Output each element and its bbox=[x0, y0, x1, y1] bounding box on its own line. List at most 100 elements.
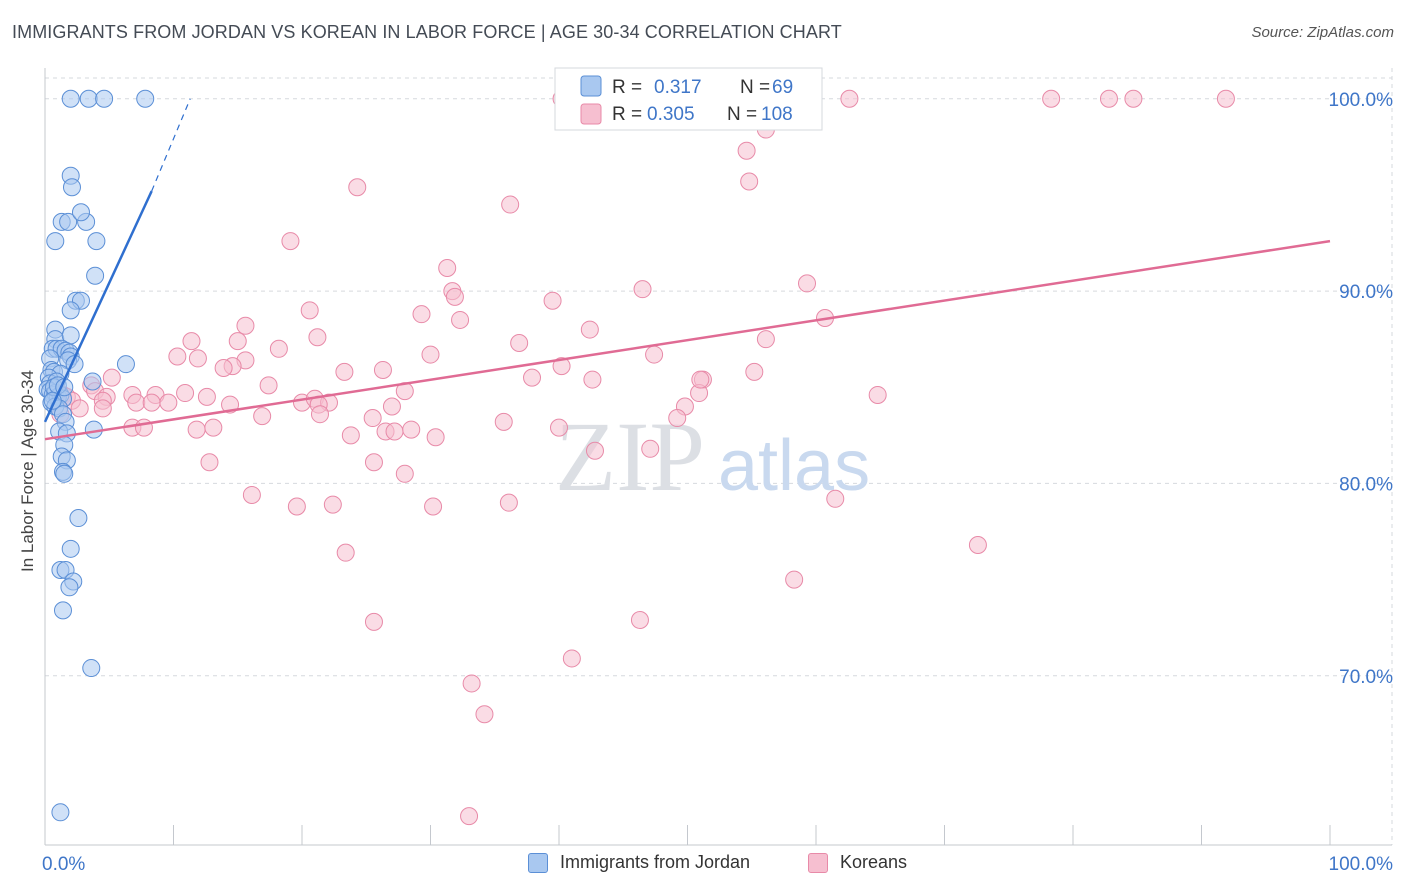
point-jordan bbox=[71, 203, 90, 222]
point-jordan bbox=[59, 212, 78, 231]
point-koreans bbox=[341, 426, 360, 445]
point-koreans bbox=[412, 305, 431, 324]
point-koreans bbox=[308, 328, 327, 347]
y-tick-label: 100.0% bbox=[1329, 90, 1394, 111]
point-koreans bbox=[445, 287, 464, 306]
point-koreans bbox=[451, 310, 470, 329]
point-koreans bbox=[402, 420, 421, 439]
point-koreans bbox=[523, 368, 542, 387]
point-koreans bbox=[364, 612, 383, 631]
point-koreans bbox=[583, 370, 602, 389]
legend-n-label: N = bbox=[727, 104, 757, 125]
point-koreans bbox=[438, 259, 457, 278]
watermark: ZIP atlas bbox=[555, 401, 870, 512]
tick-labels: 70.0% 80.0% 90.0% 100.0% 0.0% 100.0% bbox=[42, 90, 1393, 875]
point-jordan bbox=[53, 601, 72, 620]
point-koreans bbox=[543, 291, 562, 310]
point-koreans bbox=[462, 674, 481, 693]
point-jordan bbox=[87, 232, 106, 251]
point-jordan bbox=[51, 803, 70, 822]
point-koreans bbox=[633, 280, 652, 299]
point-koreans bbox=[585, 441, 604, 460]
point-koreans bbox=[259, 376, 278, 395]
point-koreans bbox=[323, 495, 342, 514]
point-jordan bbox=[62, 178, 81, 197]
point-jordan bbox=[46, 232, 65, 251]
legend-swatch-jordan bbox=[528, 852, 548, 873]
point-jordan bbox=[95, 89, 114, 108]
legend-bottom: Immigrants from Jordan Koreans bbox=[0, 852, 1406, 878]
chart-title: IMMIGRANTS FROM JORDAN VS KOREAN IN LABO… bbox=[12, 22, 842, 42]
point-koreans bbox=[127, 393, 146, 412]
point-koreans bbox=[550, 418, 568, 437]
point-koreans bbox=[336, 543, 355, 562]
legend-r-value: 0.317 bbox=[654, 77, 702, 98]
point-koreans bbox=[197, 387, 216, 406]
point-koreans bbox=[645, 345, 664, 364]
point-koreans bbox=[134, 418, 153, 437]
point-koreans bbox=[426, 428, 445, 447]
point-koreans bbox=[1099, 89, 1118, 108]
point-koreans bbox=[287, 497, 306, 516]
point-jordan bbox=[86, 266, 105, 285]
point-koreans bbox=[737, 141, 756, 160]
legend-swatch-jordan bbox=[580, 75, 602, 97]
point-koreans bbox=[630, 610, 649, 629]
point-koreans bbox=[228, 332, 247, 351]
watermark-atlas: atlas bbox=[718, 426, 870, 506]
point-koreans bbox=[756, 330, 775, 349]
point-jordan bbox=[60, 578, 79, 597]
point-koreans bbox=[159, 393, 178, 412]
legend-n-label: N = bbox=[740, 77, 770, 98]
legend-label-koreans: Koreans bbox=[840, 852, 908, 872]
point-koreans bbox=[510, 334, 529, 353]
point-koreans bbox=[1216, 89, 1235, 108]
point-jordan bbox=[82, 659, 101, 678]
point-koreans bbox=[348, 178, 367, 197]
point-koreans bbox=[385, 422, 404, 441]
point-koreans bbox=[798, 274, 817, 293]
point-koreans bbox=[668, 409, 687, 428]
point-koreans bbox=[580, 320, 599, 339]
point-koreans bbox=[242, 485, 261, 504]
legend-item-jordan[interactable]: Immigrants from Jordan bbox=[528, 852, 750, 873]
point-koreans bbox=[142, 393, 161, 412]
point-koreans bbox=[188, 349, 207, 368]
point-koreans bbox=[373, 360, 392, 379]
point-jordan bbox=[61, 89, 80, 108]
legend-top: R = 0.317 N = 69 R = 0.305 N = 108 bbox=[554, 67, 823, 131]
point-koreans bbox=[501, 195, 520, 214]
point-jordan bbox=[79, 89, 98, 108]
point-koreans bbox=[552, 357, 571, 376]
y-tick-label: 90.0% bbox=[1339, 282, 1393, 303]
series-jordan bbox=[38, 89, 155, 822]
point-koreans bbox=[382, 397, 401, 416]
point-koreans bbox=[740, 172, 759, 191]
point-jordan bbox=[136, 89, 155, 108]
point-koreans bbox=[300, 301, 319, 320]
legend-r-value: 0.305 bbox=[647, 104, 695, 125]
point-koreans bbox=[1042, 89, 1061, 108]
point-koreans bbox=[1124, 89, 1143, 108]
point-koreans bbox=[421, 345, 440, 364]
point-koreans bbox=[475, 705, 494, 724]
point-koreans bbox=[93, 399, 112, 418]
legend-r-label: R = bbox=[612, 104, 642, 125]
y-tick-label: 80.0% bbox=[1339, 474, 1393, 495]
trend-line-jordan-extension bbox=[151, 98, 191, 192]
point-koreans bbox=[460, 807, 479, 826]
point-koreans bbox=[236, 316, 255, 335]
point-jordan bbox=[69, 509, 88, 528]
point-koreans bbox=[310, 405, 329, 424]
legend-r-label: R = bbox=[612, 77, 642, 98]
legend-item-koreans[interactable]: Koreans bbox=[808, 852, 907, 873]
x-tick-label: 0.0% bbox=[42, 854, 85, 875]
legend-swatch-koreans bbox=[580, 103, 602, 125]
grid-lines bbox=[45, 68, 1393, 845]
point-koreans bbox=[562, 649, 581, 668]
trend-line-jordan bbox=[43, 190, 153, 423]
point-koreans bbox=[70, 399, 89, 418]
trend-line-koreans bbox=[44, 239, 1331, 441]
point-koreans bbox=[785, 570, 804, 589]
point-koreans bbox=[745, 362, 764, 381]
